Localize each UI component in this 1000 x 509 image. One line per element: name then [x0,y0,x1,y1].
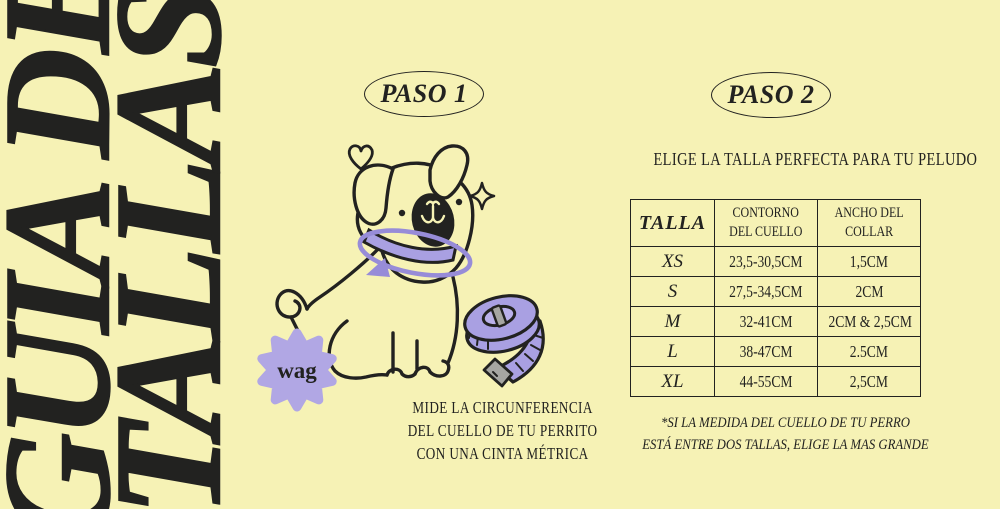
neck-range: 23,5-30,5CM [714,246,818,277]
step2-subtitle: ELIGE LA TALLA PERFECTA PARA TU PELUDO [653,149,978,169]
collar-arrow-icon [357,228,473,278]
poster-title-line2: TALLAS [83,0,254,509]
col-header-ancho: ANCHO DEL COLLAR [817,199,921,247]
collar-width: 2,5CM [817,366,921,397]
dog-body [275,244,460,380]
dog-collar [362,227,458,264]
caption-line: MIDE LA CIRCUNFERENCIA [412,398,594,417]
neck-range: 32-41CM [714,306,818,337]
step1-caption: MIDE LA CIRCUNFERENCIA DEL CUELLO DE TU … [373,396,633,465]
size-row-m: M 32-41CM 2CM & 2,5CM [630,306,921,337]
caption-line: CON UNA CINTA MÉTRICA [417,444,589,463]
size-label: XL [630,366,715,397]
dog-left-eye [398,209,406,217]
size-label: XS [630,246,715,277]
dog-right-eye [455,198,463,206]
collar-width: 2.5CM [817,336,921,367]
dog-floppy-ear [352,163,395,226]
wag-logo-text: wag [277,358,317,383]
tape-measure-icon [463,294,545,388]
step1-badge-label: PASO 1 [380,79,468,108]
size-table-header-row: TALLA CONTORNO DEL CUELLO ANCHO DEL COLL… [630,199,921,247]
size-label: L [630,336,715,367]
size-note: *SI LA MEDIDA DEL CUELLO DE TU PERRO EST… [617,412,937,456]
size-row-xl: XL 44-55CM 2,5CM [630,366,921,397]
size-row-l: L 38-47CM 2.5CM [630,336,921,367]
size-table: TALLA CONTORNO DEL CUELLO ANCHO DEL COLL… [630,199,921,397]
size-note-line: ESTÁ ENTRE DOS TALLAS, ELIGE LA MAS GRAN… [642,437,929,453]
col-header-talla: TALLA [630,199,715,247]
neck-range: 44-55CM [714,366,818,397]
step1-badge: PASO 1 [364,71,484,117]
size-row-xs: XS 23,5-30,5CM 1,5CM [630,246,921,277]
size-row-s: S 27,5-34,5CM 2CM [630,276,921,307]
wag-starburst-logo: wag [257,328,337,412]
dog-nose-mouth [420,200,446,224]
dog-tail [275,289,309,319]
collar-width: 2CM & 2,5CM [817,306,921,337]
col-header-contorno: CONTORNO DEL CUELLO [714,199,818,247]
sparkle-icon [468,181,496,211]
step2-badge: PASO 2 [711,72,831,118]
neck-range: 27,5-34,5CM [714,276,818,307]
dog-haunch [327,319,389,380]
size-note-line: *SI LA MEDIDA DEL CUELLO DE TU PERRO [660,415,910,431]
heart-icon [347,144,374,171]
caption-line: DEL CUELLO DE TU PERRITO [408,421,598,440]
collar-width: 1,5CM [817,246,921,277]
neck-range: 38-47CM [714,336,818,367]
size-label: S [630,276,715,307]
collar-width: 2CM [817,276,921,307]
dog-measuring-illustration: wag [257,144,545,412]
size-label: M [630,306,715,337]
step2-badge-label: PASO 2 [727,80,815,109]
